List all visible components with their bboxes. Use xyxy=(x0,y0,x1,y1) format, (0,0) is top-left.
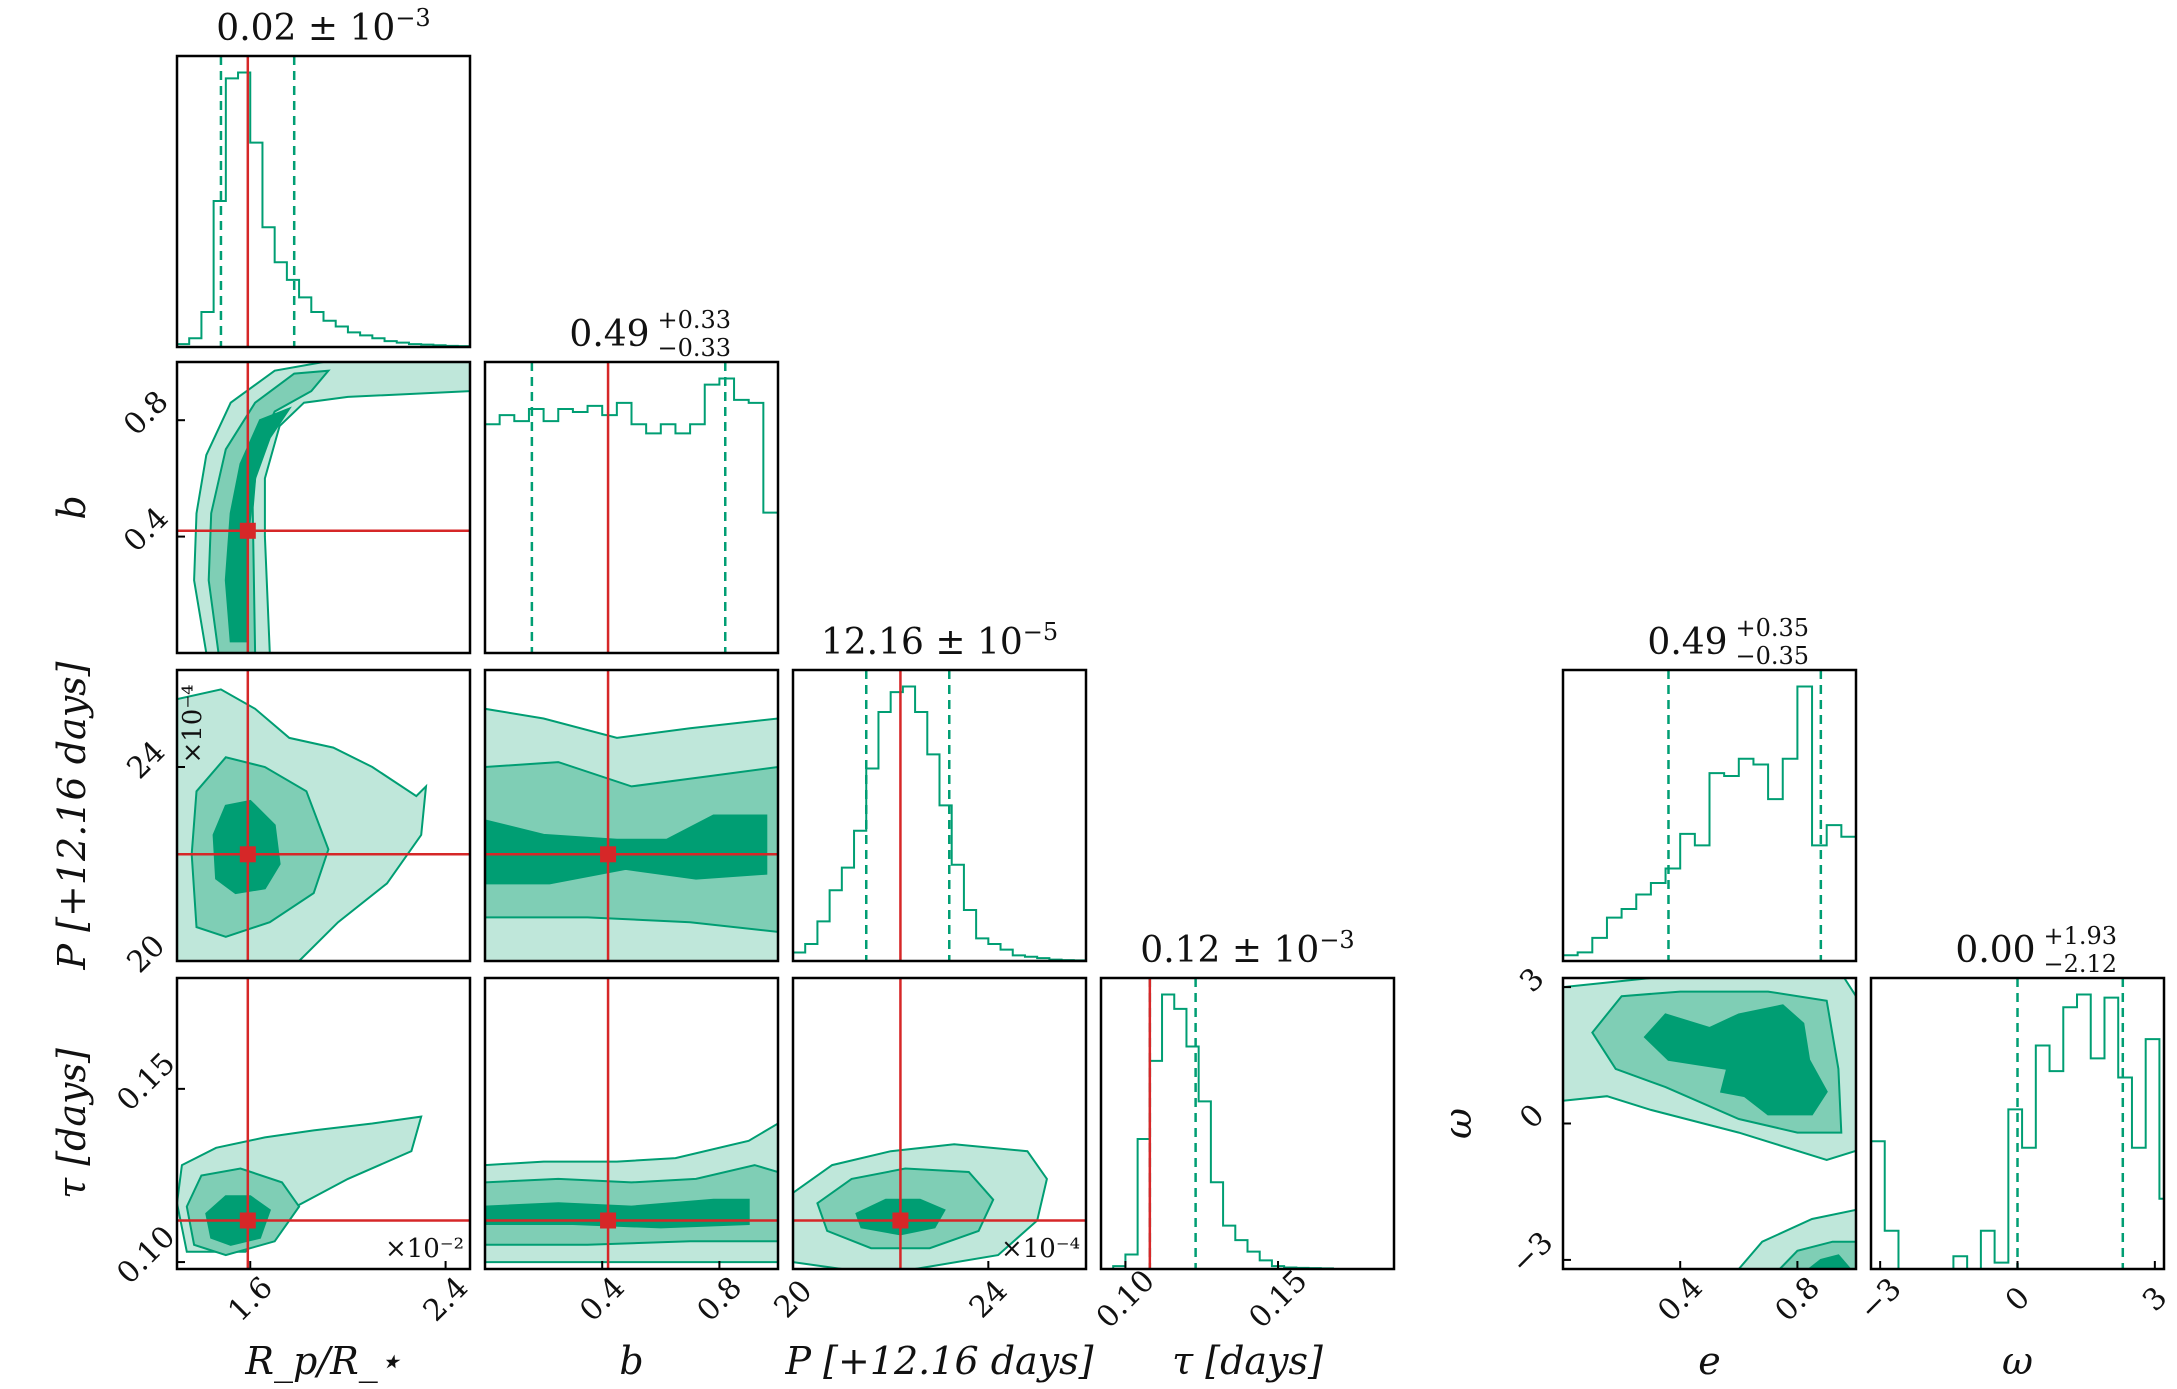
contour-level xyxy=(1807,1254,1852,1269)
panel-frame xyxy=(175,976,472,1271)
x-axis-label: b xyxy=(619,1339,643,1383)
panel-title-sub: −0.35 xyxy=(1736,642,1810,670)
panel-frame xyxy=(483,668,780,963)
axis-multiplier: ×10⁻⁴ xyxy=(178,684,208,763)
x-axis-label: R_p/R_⋆ xyxy=(244,1339,401,1384)
histogram-step xyxy=(1563,685,1856,961)
panel-tau-p: ×10⁻⁴ xyxy=(791,976,1088,1271)
x-tick-label: 0 xyxy=(1999,1280,2037,1318)
panel-title: 0.49 xyxy=(1647,622,1727,663)
y-tick-label: 0.15 xyxy=(110,1046,182,1118)
x-tick-label: 2.4 xyxy=(417,1270,475,1328)
contour-level xyxy=(485,814,768,885)
panel-title-sup: +1.93 xyxy=(2044,922,2118,950)
histogram-step xyxy=(177,71,470,347)
y-tick-label: 0.8 xyxy=(117,384,175,442)
panel-title: 12.16 ± 10−5 xyxy=(821,618,1058,663)
y-tick-label: 0.4 xyxy=(117,501,175,559)
x-tick-label: 0.10 xyxy=(1090,1263,1162,1335)
panel-frame xyxy=(483,976,780,1271)
truth-marker xyxy=(892,1212,909,1229)
panel-tau-hist: 0.12 ± 10−3 xyxy=(1099,926,1396,1271)
y-tick-label: 24 xyxy=(120,734,172,786)
x-axis-label: P [+12.16 days] xyxy=(785,1339,1094,1383)
panel-title-sub: −2.12 xyxy=(2044,950,2118,978)
panel-title: 0.00 xyxy=(1955,930,2035,971)
truth-marker xyxy=(239,846,256,863)
x-tick-label: 20 xyxy=(767,1273,819,1325)
panel-title-sup: +0.35 xyxy=(1736,614,1810,642)
x-tick-label: 1.6 xyxy=(221,1270,279,1328)
panel-b-hist: 0.49 +0.33−0.33 xyxy=(483,306,780,655)
panel-frame xyxy=(1099,976,1396,1271)
panel-e-hist: 0.49 +0.35−0.35 xyxy=(1561,614,1858,963)
y-tick-label: 20 xyxy=(120,928,172,980)
panel-rp-hist: 0.02 ± 10−3 xyxy=(175,4,472,349)
x-tick-label: 0.8 xyxy=(1769,1270,1827,1328)
panel-frame xyxy=(483,360,780,655)
y-axis-label: P [+12.16 days] xyxy=(50,661,94,970)
y-tick-label: 0.10 xyxy=(110,1219,182,1291)
x-tick-label: 24 xyxy=(963,1273,1015,1325)
x-axis-label: τ [days] xyxy=(1172,1339,1323,1383)
panel-frame xyxy=(791,668,1088,963)
panel-frame xyxy=(791,976,1088,1271)
panel-title: 0.12 ± 10−3 xyxy=(1140,926,1354,971)
panel-b-rp xyxy=(175,360,472,655)
x-tick-label: 0.8 xyxy=(691,1270,749,1328)
panel-p-b xyxy=(483,668,780,963)
histogram-step xyxy=(485,377,778,653)
y-tick-label: 0 xyxy=(1513,1098,1551,1136)
truth-marker xyxy=(600,1212,617,1229)
x-axis-label: e xyxy=(1698,1339,1721,1383)
panel-w-hist: 0.00 +1.93−2.12 xyxy=(1869,922,2166,1271)
histogram-step xyxy=(793,685,1086,961)
histogram-step xyxy=(1101,993,1394,1269)
panel-p-hist: 12.16 ± 10−5 xyxy=(791,618,1088,963)
panel-frame xyxy=(175,668,472,963)
truth-marker xyxy=(600,846,617,863)
x-tick-label: −3 xyxy=(1852,1271,1908,1327)
panel-p-rp xyxy=(175,668,472,963)
y-axis-label: ω xyxy=(1436,1108,1480,1139)
y-tick-label: 3 xyxy=(1513,961,1551,999)
truth-marker xyxy=(239,1212,256,1229)
y-tick-label: −3 xyxy=(1504,1225,1560,1281)
x-axis-label: ω xyxy=(2002,1339,2033,1383)
contour-level xyxy=(1643,1004,1828,1116)
panel-tau-rp: ×10⁻² xyxy=(175,976,472,1271)
x-tick-label: 0.4 xyxy=(1651,1270,1709,1328)
x-tick-label: 3 xyxy=(2136,1280,2174,1318)
panel-title-sup: +0.33 xyxy=(658,306,732,334)
panel-frame xyxy=(175,54,472,349)
panel-w-e xyxy=(1561,976,1858,1271)
panel-title: 0.49 xyxy=(569,314,649,355)
x-tick-label: 0.4 xyxy=(573,1270,631,1328)
histogram-step xyxy=(1871,993,2164,1269)
truth-marker xyxy=(239,522,256,539)
x-tick-label: 0.15 xyxy=(1242,1263,1314,1335)
axis-multiplier: ×10⁻² xyxy=(385,1234,464,1264)
panel-title: 0.02 ± 10−3 xyxy=(216,4,430,49)
panel-title-sub: −0.33 xyxy=(658,334,732,362)
panel-frame xyxy=(175,360,472,655)
panel-frame xyxy=(1561,668,1858,963)
axis-multiplier: ×10⁻⁴ xyxy=(1001,1234,1080,1264)
y-axis-label: b xyxy=(50,495,94,519)
panel-tau-b xyxy=(483,976,780,1271)
y-axis-label: τ [days] xyxy=(50,1048,94,1199)
